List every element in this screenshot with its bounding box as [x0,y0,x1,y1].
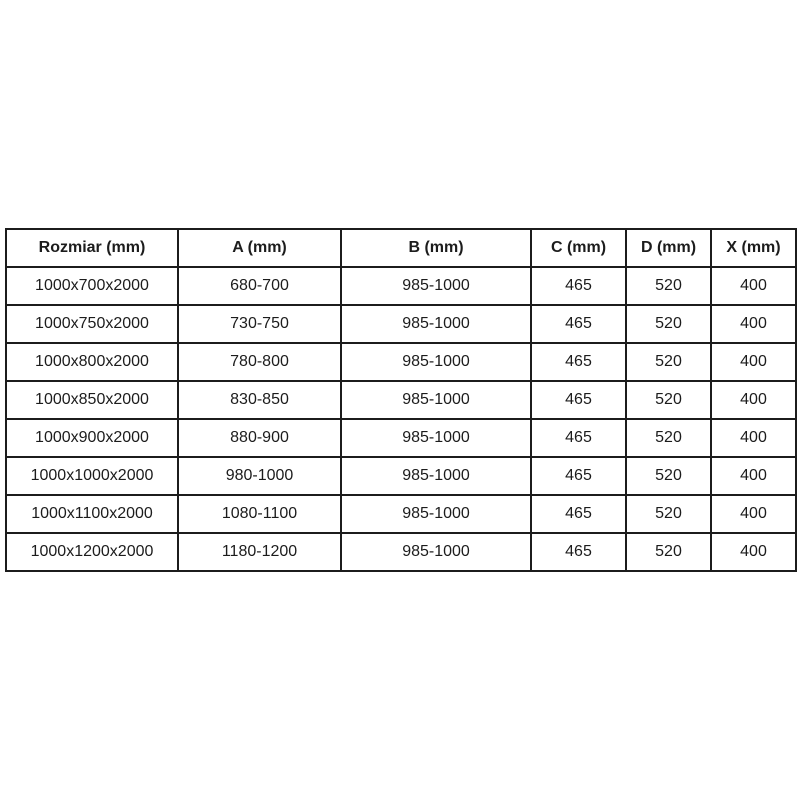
cell-c: 465 [530,304,627,344]
cell-c: 465 [530,532,627,572]
cell-c: 465 [530,456,627,496]
cell-rozmiar: 1000x850x2000 [5,380,179,420]
column-header-a: A (mm) [177,228,342,268]
cell-d: 520 [625,380,712,420]
cell-x: 400 [710,304,797,344]
cell-a: 680-700 [177,266,342,306]
cell-x: 400 [710,418,797,458]
cell-a: 1180-1200 [177,532,342,572]
table-row: 1000x1200x2000 1180-1200 985-1000 465 52… [5,532,797,572]
cell-b: 985-1000 [340,266,532,306]
cell-b: 985-1000 [340,532,532,572]
cell-b: 985-1000 [340,380,532,420]
cell-rozmiar: 1000x700x2000 [5,266,179,306]
cell-d: 520 [625,456,712,496]
column-header-rozmiar: Rozmiar (mm) [5,228,179,268]
cell-a: 730-750 [177,304,342,344]
cell-rozmiar: 1000x1100x2000 [5,494,179,534]
cell-c: 465 [530,494,627,534]
cell-b: 985-1000 [340,456,532,496]
cell-b: 985-1000 [340,342,532,382]
cell-d: 520 [625,342,712,382]
cell-c: 465 [530,266,627,306]
column-header-d: D (mm) [625,228,712,268]
cell-a: 780-800 [177,342,342,382]
cell-x: 400 [710,456,797,496]
cell-rozmiar: 1000x900x2000 [5,418,179,458]
cell-d: 520 [625,494,712,534]
cell-a: 880-900 [177,418,342,458]
table-row: 1000x700x2000 680-700 985-1000 465 520 4… [5,266,797,306]
cell-c: 465 [530,418,627,458]
table-row: 1000x1100x2000 1080-1100 985-1000 465 52… [5,494,797,534]
table-row: 1000x850x2000 830-850 985-1000 465 520 4… [5,380,797,420]
cell-c: 465 [530,380,627,420]
cell-rozmiar: 1000x800x2000 [5,342,179,382]
cell-b: 985-1000 [340,304,532,344]
cell-b: 985-1000 [340,494,532,534]
column-header-x: X (mm) [710,228,797,268]
table-row: 1000x750x2000 730-750 985-1000 465 520 4… [5,304,797,344]
cell-x: 400 [710,342,797,382]
cell-rozmiar: 1000x1000x2000 [5,456,179,496]
cell-d: 520 [625,266,712,306]
cell-d: 520 [625,418,712,458]
size-spec-table: Rozmiar (mm) A (mm) B (mm) C (mm) D (mm)… [5,228,797,572]
column-header-c: C (mm) [530,228,627,268]
cell-x: 400 [710,380,797,420]
header-row: Rozmiar (mm) A (mm) B (mm) C (mm) D (mm)… [5,228,797,268]
cell-d: 520 [625,304,712,344]
cell-d: 520 [625,532,712,572]
column-header-b: B (mm) [340,228,532,268]
cell-x: 400 [710,494,797,534]
table-row: 1000x900x2000 880-900 985-1000 465 520 4… [5,418,797,458]
cell-rozmiar: 1000x750x2000 [5,304,179,344]
cell-a: 1080-1100 [177,494,342,534]
cell-c: 465 [530,342,627,382]
cell-x: 400 [710,532,797,572]
table-row: 1000x800x2000 780-800 985-1000 465 520 4… [5,342,797,382]
cell-rozmiar: 1000x1200x2000 [5,532,179,572]
cell-x: 400 [710,266,797,306]
cell-a: 980-1000 [177,456,342,496]
cell-b: 985-1000 [340,418,532,458]
table-row: 1000x1000x2000 980-1000 985-1000 465 520… [5,456,797,496]
cell-a: 830-850 [177,380,342,420]
